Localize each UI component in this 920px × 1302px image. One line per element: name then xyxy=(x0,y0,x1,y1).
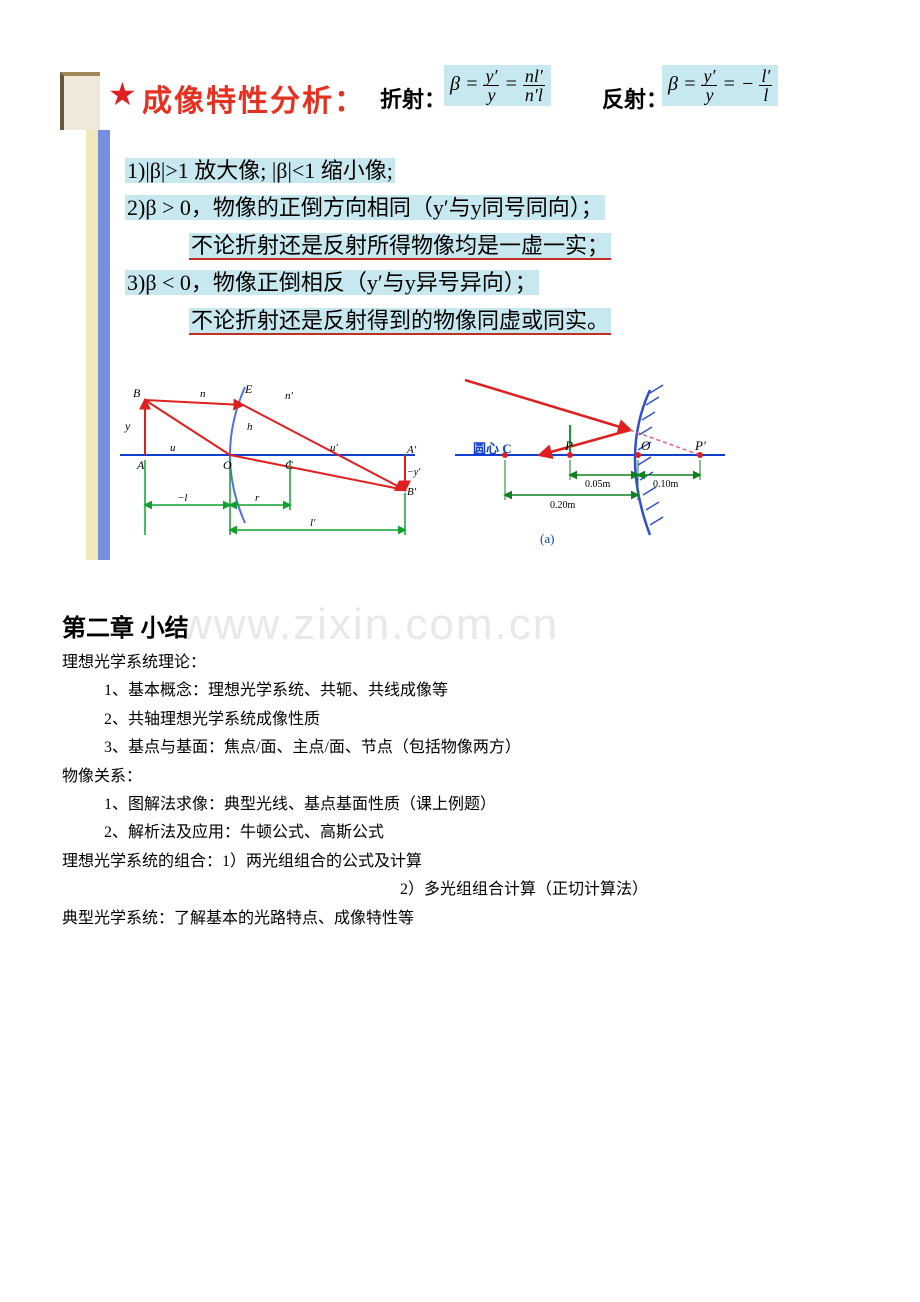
num: l′ xyxy=(759,67,772,86)
lbl-up: u′ xyxy=(330,442,339,454)
rule-2a: 2)β > 0，物像的正倒方向相同（y′与y同号同向）； xyxy=(125,195,605,220)
watermark: www.zixin.com.cn xyxy=(180,600,559,650)
s1-2: 2、共轴理想光学系统成像性质 xyxy=(62,707,862,733)
s2-1: 1、图解法求像：典型光线、基点基面性质（课上例题） xyxy=(62,792,862,818)
eq: = xyxy=(504,73,518,95)
chapter-title: 第二章 小结 xyxy=(62,608,189,643)
s3-2: 2）多光组组合计算（正切计算法） xyxy=(62,877,862,903)
lbl-d005: 0.05m xyxy=(585,479,611,490)
lbl-myp: −y′ xyxy=(407,467,421,478)
decor-box xyxy=(60,72,100,130)
lbl-y: y xyxy=(124,419,131,433)
star-icon: ★ xyxy=(108,75,137,113)
lbl-lp: l′ xyxy=(310,517,316,529)
body-text: 理想光学系统理论： 1、基本概念：理想光学系统、共轭、共线成像等 2、共轴理想光… xyxy=(62,648,862,934)
beta-sym: β xyxy=(450,73,460,95)
den: y xyxy=(485,86,497,104)
beta-sym: β xyxy=(668,73,678,95)
eq: = xyxy=(465,73,479,95)
lbl-Bp: B′ xyxy=(407,486,417,498)
lbl-A: A xyxy=(136,458,145,472)
den: n′l xyxy=(523,86,545,104)
rules-box: 1)|β|>1 放大像; |β|<1 缩小像; 2)β > 0，物像的正倒方向相… xyxy=(125,152,685,339)
num: y′ xyxy=(483,67,499,86)
lbl-d020: 0.20m xyxy=(550,500,576,511)
lbl-E: E xyxy=(244,382,253,396)
rule-3a: 3)β < 0，物像正倒相反（y′与y异号异向）； xyxy=(125,270,539,295)
eq: = xyxy=(683,73,697,95)
den: y xyxy=(703,86,715,104)
rule-2b: 不论折射还是反射所得物像均是一虚一实； xyxy=(189,233,611,260)
decor-stripe-yellow xyxy=(86,130,98,560)
s3-1: 理想光学系统的组合：1）两光组组合的公式及计算 xyxy=(62,849,862,875)
s1-3: 3、基点与基面：焦点/面、主点/面、节点（包括物像两方） xyxy=(62,735,862,761)
lbl-r: r xyxy=(255,492,260,504)
reflect-label: 反射： xyxy=(602,82,668,114)
s4: 典型光学系统：了解基本的光路特点、成像特性等 xyxy=(62,906,862,932)
formula-reflection: β = y′y = − l′l xyxy=(662,65,778,106)
formula-refraction: β = y′y = nl′n′l xyxy=(444,65,551,106)
lbl-d010: 0.10m xyxy=(653,479,679,490)
lbl-u: u xyxy=(170,442,176,454)
lbl-ml: −l xyxy=(177,492,187,504)
s2-2: 2、解析法及应用：牛顿公式、高斯公式 xyxy=(62,820,862,846)
decor-stripe-blue xyxy=(98,130,110,560)
lbl-P: P xyxy=(564,438,573,453)
refract-label: 折射： xyxy=(380,82,446,114)
minus: = − xyxy=(722,73,754,95)
lbl-O: O xyxy=(223,458,232,472)
lbl-n: n xyxy=(200,388,206,400)
s1-1: 1、基本概念：理想光学系统、共轭、共线成像等 xyxy=(62,678,862,704)
s2-title: 物像关系： xyxy=(62,764,862,790)
lbl-np: n′ xyxy=(285,390,294,402)
lbl-C: C xyxy=(285,458,294,472)
lbl-Ap: A′ xyxy=(406,444,417,456)
num: nl′ xyxy=(523,67,545,86)
page-title: 成像特性分析： xyxy=(142,76,366,120)
den: l xyxy=(761,86,770,104)
lbl-O: O xyxy=(641,438,651,453)
lbl-Pp: P′ xyxy=(694,438,706,453)
rule-3b: 不论折射还是反射得到的物像同虚或同实。 xyxy=(189,308,611,335)
num: y′ xyxy=(701,67,717,86)
lbl-center: 圆心 C xyxy=(473,441,512,456)
s1-title: 理想光学系统理论： xyxy=(62,650,862,676)
lbl-a: (a) xyxy=(540,531,554,546)
rule-1: 1)|β|>1 放大像; |β|<1 缩小像; xyxy=(125,158,395,183)
lbl-B: B xyxy=(133,386,141,400)
lbl-h: h xyxy=(247,421,253,433)
diagram-lens: B y A u n E n′ h O C u′ A′ −y′ B′ −l r l… xyxy=(115,375,425,555)
diagram-mirror: 圆心 C P O P′ 0.05m 0.10m 0.20m (a) xyxy=(445,375,735,555)
